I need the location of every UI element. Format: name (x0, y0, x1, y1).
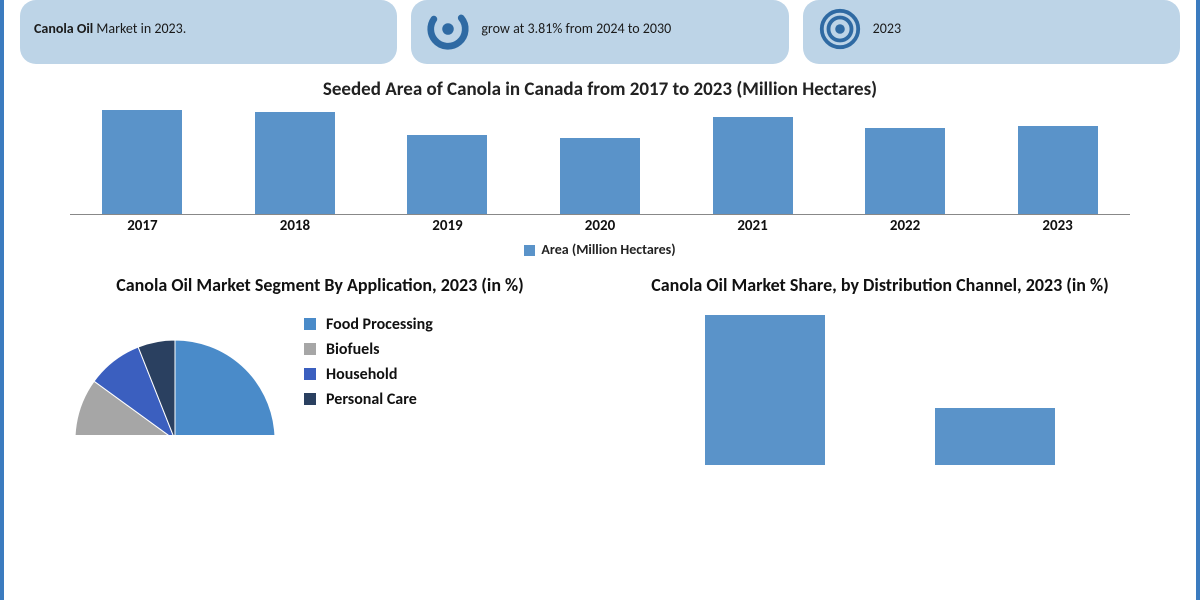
pie-chart (70, 305, 280, 435)
bar-col (995, 126, 1120, 214)
pie-legend-item: Personal Care (304, 390, 433, 409)
dist-bar (705, 315, 825, 465)
bar-chart: 2017 2018 2019 2020 2021 2022 2023 Area (Milli… (10, 105, 1190, 258)
pie-legend-swatch (304, 318, 316, 330)
bar-legend-swatch (524, 245, 535, 256)
info-card-market-text: Canola Oil Market in 2023. (34, 20, 186, 38)
pie-legend-label: Household (326, 365, 397, 384)
dist-panel: Canola Oil Market Share, by Distribution… (610, 274, 1150, 465)
bar-col (538, 138, 663, 214)
bar-xlabel: 2022 (843, 217, 968, 235)
bar (865, 128, 945, 214)
pie-legend: Food Processing Biofuels Household Personal… (304, 305, 433, 415)
pie-panel: Canola Oil Market Segment By Application… (50, 274, 590, 465)
bar (713, 117, 793, 214)
pie-legend-item: Food Processing (304, 315, 433, 334)
pie-legend-swatch (304, 393, 316, 405)
bar-col (80, 110, 205, 215)
target-icon (817, 6, 863, 52)
info-card-growth: grow at 3.81% from 2024 to 2030 (411, 0, 788, 64)
pie-legend-label: Food Processing (326, 315, 433, 334)
bar (407, 135, 487, 214)
bar-legend-label: Area (Million Hectares) (541, 241, 675, 258)
info-card-row: Canola Oil Market in 2023. grow at 3.81%… (10, 0, 1190, 72)
bar-chart-legend: Area (Million Hectares) (70, 241, 1130, 258)
bar-xlabel: 2023 (995, 217, 1120, 235)
bar (255, 112, 335, 214)
bar-xlabel: 2021 (690, 217, 815, 235)
info-card-year: 2023 (803, 0, 1180, 64)
bar-xlabel: 2020 (538, 217, 663, 235)
info-card-growth-text: grow at 3.81% from 2024 to 2030 (481, 20, 671, 38)
info-card-market: Canola Oil Market in 2023. (20, 0, 397, 64)
bar-chart-bars (70, 105, 1130, 215)
info-card-market-bold: Canola Oil (34, 20, 93, 37)
bar-chart-title: Seeded Area of Canola in Canada from 201… (10, 78, 1190, 101)
pie-legend-label: Biofuels (326, 340, 380, 359)
info-card-market-rest: Market in 2023. (93, 20, 186, 37)
pie-legend-item: Biofuels (304, 340, 433, 359)
bar-col (385, 135, 510, 214)
dist-chart-bars (610, 305, 1150, 465)
pie-legend-label: Personal Care (326, 390, 417, 409)
pie-wrap: Food Processing Biofuels Household Personal… (50, 305, 590, 435)
bar-col (843, 128, 968, 214)
bar (102, 110, 182, 215)
pie-title: Canola Oil Market Segment By Application… (50, 274, 590, 297)
bar-xlabel: 2019 (385, 217, 510, 235)
pie-legend-swatch (304, 343, 316, 355)
bar (560, 138, 640, 214)
bar-xlabel: 2018 (233, 217, 358, 235)
bar-chart-xlabels: 2017 2018 2019 2020 2021 2022 2023 (70, 215, 1130, 235)
pie-legend-item: Household (304, 365, 433, 384)
bar-xlabel: 2017 (80, 217, 205, 235)
growth-icon (425, 6, 471, 52)
dist-bar (935, 408, 1055, 465)
lower-row: Canola Oil Market Segment By Application… (10, 258, 1190, 465)
info-card-year-text: 2023 (873, 20, 901, 38)
bar (1018, 126, 1098, 214)
dist-title: Canola Oil Market Share, by Distribution… (610, 274, 1150, 297)
bar-col (690, 117, 815, 214)
pie-legend-swatch (304, 368, 316, 380)
bar-col (233, 112, 358, 214)
